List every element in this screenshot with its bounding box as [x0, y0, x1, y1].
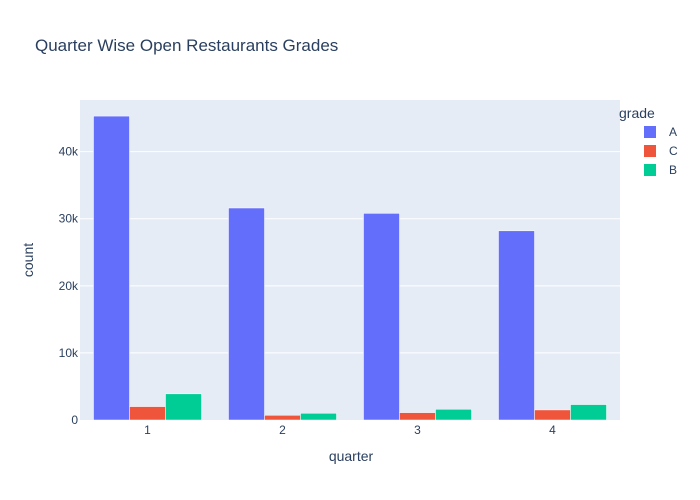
bar-C-q2[interactable]	[264, 415, 301, 421]
x-tick-label: 3	[414, 423, 421, 437]
y-tick-label: 10k	[59, 346, 79, 360]
bar-B-q3[interactable]	[435, 409, 472, 421]
bar-C-q4[interactable]	[534, 409, 571, 421]
legend-swatch	[644, 145, 656, 157]
legend-label: A	[669, 125, 677, 139]
legend[interactable]: ACB	[644, 125, 678, 177]
y-tick-label: 0	[71, 413, 78, 427]
legend-label: B	[669, 163, 677, 177]
bar-A-q4[interactable]	[498, 230, 535, 421]
bar-C-q3[interactable]	[399, 412, 436, 421]
legend-item-C[interactable]: C	[644, 144, 678, 158]
x-tick-label: 4	[549, 423, 556, 437]
legend-swatch	[644, 126, 656, 138]
bar-A-q1[interactable]	[93, 115, 130, 421]
legend-title: grade	[619, 105, 655, 121]
chart-title: Quarter Wise Open Restaurants Grades	[35, 36, 338, 55]
y-ticks: 0 10k 20k 30k 40k	[59, 145, 79, 427]
y-tick-label: 40k	[59, 145, 79, 159]
y-tick-label: 30k	[59, 212, 79, 226]
y-tick-label: 20k	[59, 279, 79, 293]
bar-A-q2[interactable]	[228, 207, 265, 421]
legend-item-A[interactable]: A	[644, 125, 677, 139]
legend-swatch	[644, 164, 656, 176]
bars	[93, 115, 607, 421]
plot-background	[80, 100, 620, 420]
bar-B-q4[interactable]	[570, 404, 607, 421]
x-axis-title: quarter	[329, 448, 374, 464]
x-ticks: 1 2 3 4	[144, 423, 556, 437]
bar-B-q1[interactable]	[165, 393, 202, 421]
bar-B-q2[interactable]	[300, 413, 337, 421]
legend-item-B[interactable]: B	[644, 163, 677, 177]
legend-label: C	[669, 144, 678, 158]
y-axis-title: count	[20, 243, 36, 277]
bar-A-q3[interactable]	[363, 213, 400, 421]
bar-C-q1[interactable]	[129, 406, 166, 421]
x-tick-label: 1	[144, 423, 151, 437]
x-tick-label: 2	[279, 423, 286, 437]
